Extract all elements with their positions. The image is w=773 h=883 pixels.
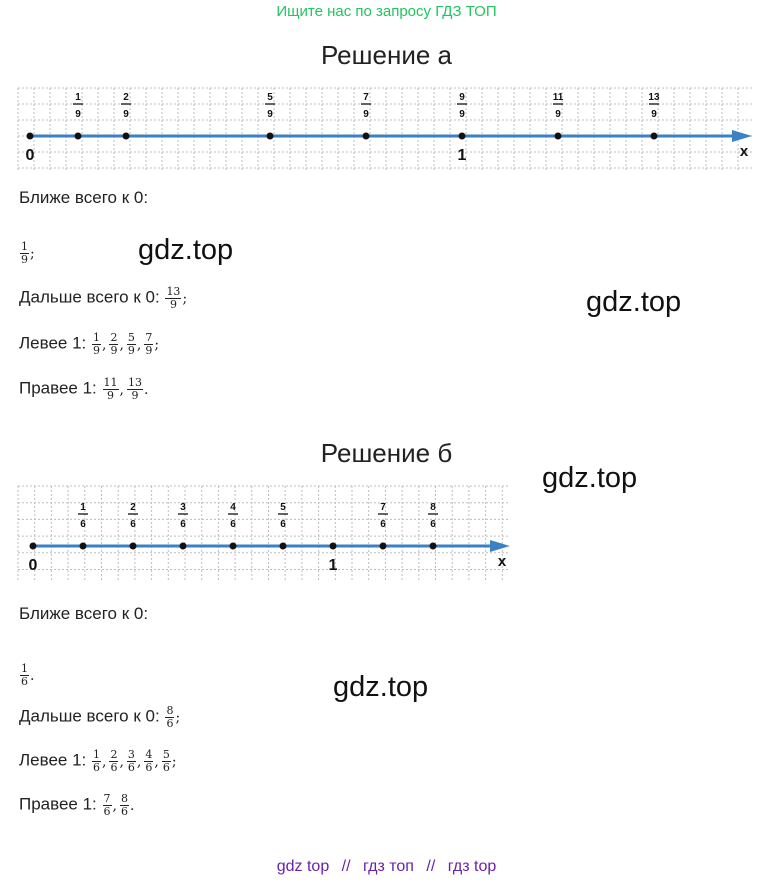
grid	[17, 87, 752, 172]
a-right-of-one-line: Правее 1: 11 9, 13 9.	[19, 376, 149, 402]
fraction: 13 9	[165, 285, 182, 311]
footer-link[interactable]: гдз топ	[363, 858, 414, 875]
footer-separator: //	[426, 858, 436, 875]
tick-numerator: 8	[430, 502, 436, 513]
tick-denominator: 6	[430, 519, 436, 530]
point	[362, 132, 370, 140]
axis-label: x	[740, 143, 749, 160]
b-farthest-line: Дальше всего к 0: 8 6;	[19, 704, 181, 730]
watermark: gdz.top	[542, 462, 638, 494]
axis-label: x	[498, 553, 507, 570]
watermark: gdz.top	[333, 671, 429, 703]
tick-denominator: 9	[123, 109, 129, 120]
axis-arrow	[732, 130, 752, 142]
fraction: 11 9	[102, 376, 119, 402]
footer-links: gdz top // гдз топ // гдз top	[0, 858, 773, 876]
point	[329, 542, 337, 550]
a-closest-label: Ближе всего к 0:	[19, 188, 149, 207]
tick-numerator: 9	[459, 92, 465, 103]
solution-a-title: Решение а	[320, 40, 452, 70]
grid	[17, 485, 510, 580]
one-label: 1	[329, 557, 338, 574]
watermark: gdz.top	[138, 234, 234, 266]
tick-numerator: 1	[75, 92, 81, 103]
point	[458, 132, 466, 140]
solution-b-title: Решение б	[320, 438, 453, 468]
tick-denominator: 6	[130, 519, 136, 530]
number-line-b: 0 1 x 1 6 2 6 3 6 4 6 5 6 7 6 8 6	[17, 485, 510, 580]
point	[429, 542, 437, 550]
tick-denominator: 9	[459, 109, 465, 120]
point	[650, 132, 658, 140]
tick-denominator: 6	[380, 519, 386, 530]
fraction: 13 9	[126, 376, 143, 402]
b-left-of-one-line: Левее 1: 1 6, 2 6, 3 6, 4 6, 5 6;	[19, 748, 177, 774]
tick-denominator: 9	[555, 109, 561, 120]
a-closest-answer: 1 9;	[20, 240, 35, 266]
axis-arrow	[490, 540, 510, 552]
tick-numerator: 5	[267, 92, 273, 103]
tick-denominator: 6	[230, 519, 236, 530]
origin-point	[26, 132, 34, 140]
tick-numerator: 13	[648, 92, 660, 103]
point	[554, 132, 562, 140]
footer-link[interactable]: гдз top	[447, 858, 497, 875]
tick-denominator: 9	[75, 109, 81, 120]
tick-numerator: 7	[363, 92, 369, 103]
point	[379, 542, 387, 550]
tick-numerator: 4	[230, 502, 236, 513]
tick-numerator: 7	[380, 502, 386, 513]
origin-point	[29, 542, 37, 550]
number-line-a: 0 1 x 1 9 2 9 5 9 7 9 9 9 11 9 13 9	[17, 87, 752, 172]
tick-denominator: 9	[651, 109, 657, 120]
point	[229, 542, 237, 550]
a-farthest-line: Дальше всего к 0: 13 9;	[19, 285, 188, 311]
zero-label: 0	[26, 147, 35, 164]
tick-numerator: 2	[130, 502, 136, 513]
point	[129, 542, 137, 550]
tick-denominator: 9	[363, 109, 369, 120]
point	[79, 542, 87, 550]
tick-denominator: 6	[280, 519, 286, 530]
footer-link[interactable]: gdz top	[276, 858, 330, 875]
one-label: 1	[458, 147, 467, 164]
footer-separator: //	[341, 858, 351, 875]
tick-numerator: 5	[280, 502, 286, 513]
tick-numerator: 11	[553, 92, 564, 103]
tick-denominator: 6	[180, 519, 186, 530]
tick-numerator: 3	[180, 502, 186, 513]
search-hint-link[interactable]: Ищите нас по запросу ГДЗ ТОП	[276, 3, 497, 20]
point	[266, 132, 274, 140]
point	[74, 132, 82, 140]
point	[122, 132, 130, 140]
zero-label: 0	[29, 557, 38, 574]
b-closest-label: Ближе всего к 0:	[19, 604, 149, 623]
tick-denominator: 6	[80, 519, 86, 530]
tick-numerator: 2	[123, 92, 129, 103]
tick-denominator: 9	[267, 109, 273, 120]
a-left-of-one-line: Левее 1: 1 9, 2 9, 5 9, 7 9;	[19, 331, 160, 357]
watermark: gdz.top	[586, 286, 682, 318]
point	[279, 542, 287, 550]
tick-numerator: 1	[80, 502, 86, 513]
point	[179, 542, 187, 550]
